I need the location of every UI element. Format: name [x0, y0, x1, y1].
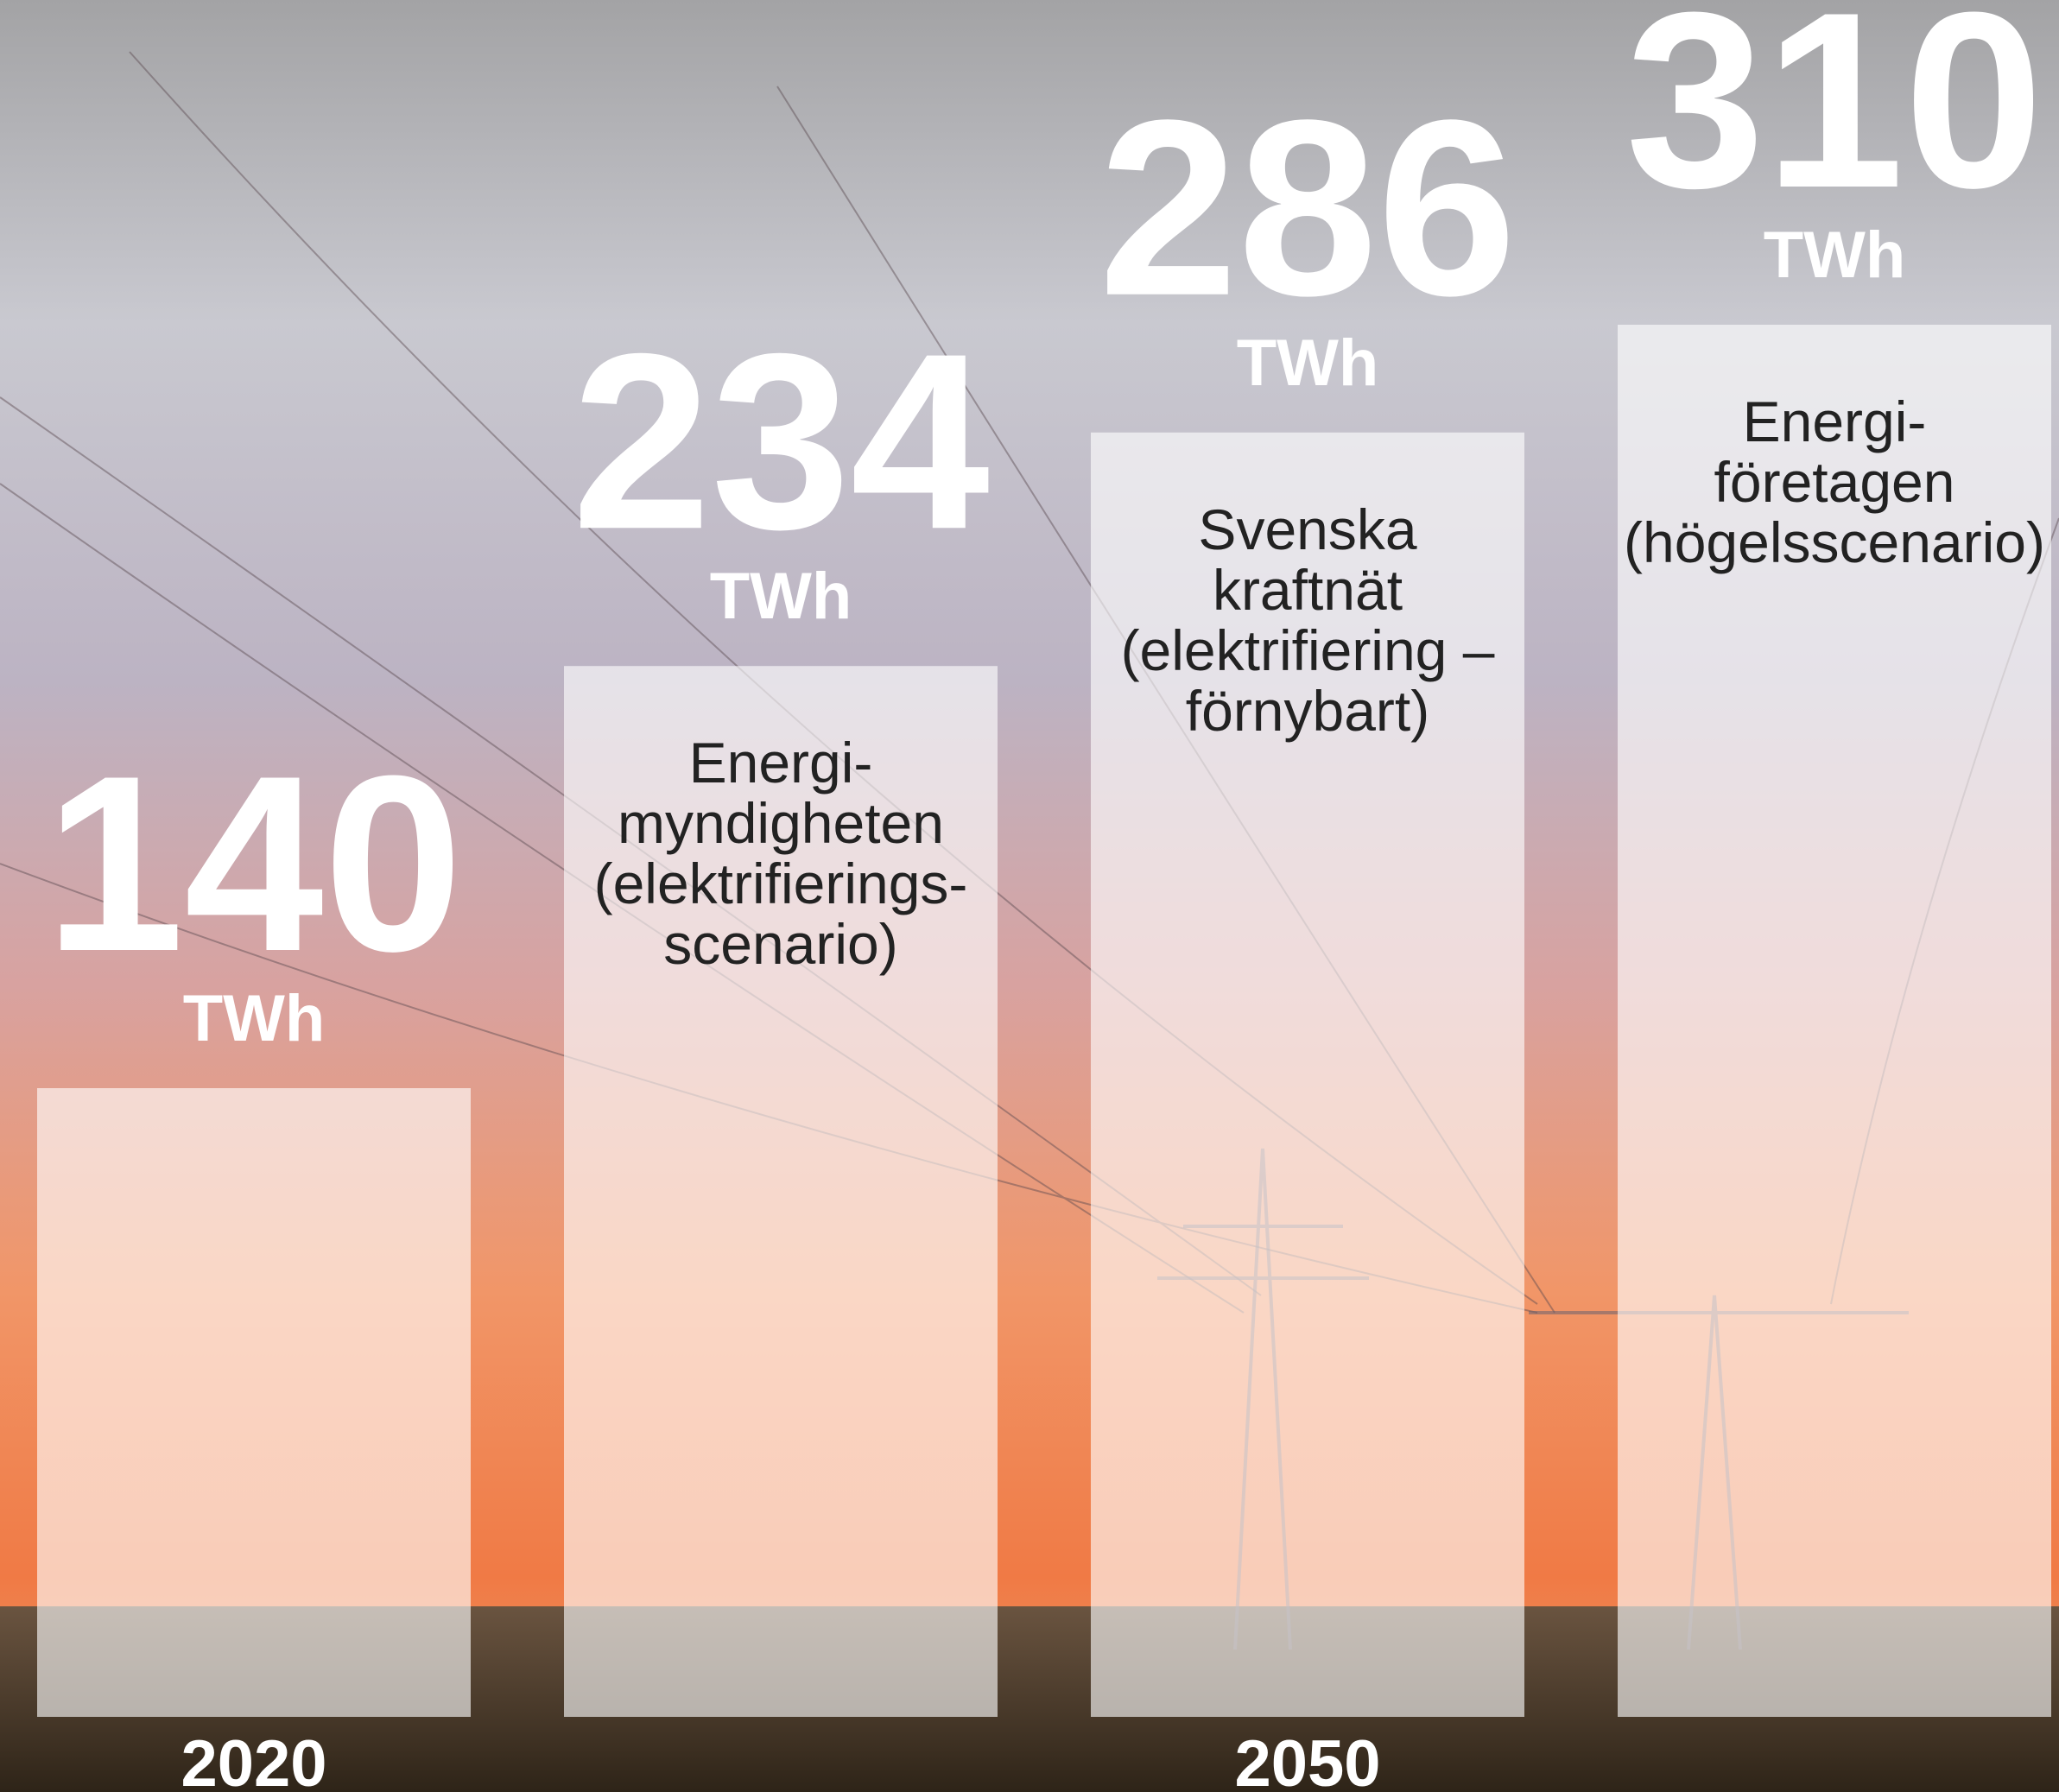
unit-label: TWh — [1764, 218, 1906, 292]
category-label: 2050 — [1234, 1727, 1380, 1792]
value-label: 286 — [1099, 68, 1517, 348]
category-label: 2020 — [181, 1727, 326, 1792]
source-label: (högelsscenario) — [1624, 510, 2045, 574]
unit-label: TWh — [183, 982, 326, 1055]
unit-label: TWh — [710, 560, 852, 633]
source-label: kraftnät — [1213, 558, 1403, 622]
source-label: förnybart) — [1186, 679, 1429, 743]
source-label: (elektrifiering – — [1121, 618, 1495, 682]
source-label: myndigheten — [618, 791, 944, 855]
source-label: Energi- — [689, 731, 873, 795]
source-label: företagen — [1714, 450, 1955, 514]
value-label: 310 — [1625, 0, 2043, 240]
unit-label: TWh — [1237, 326, 1379, 400]
source-label: (elektrifierings- — [594, 852, 968, 915]
chart: 140TWh2020234TWhEnergi-myndigheten(elekt… — [0, 0, 2059, 1792]
source-label: Energi- — [1743, 389, 1927, 453]
bar — [37, 1088, 471, 1717]
source-label: scenario) — [663, 912, 897, 976]
value-label: 234 — [572, 301, 991, 581]
value-label: 140 — [45, 724, 463, 1004]
source-label: Svenska — [1198, 497, 1416, 561]
